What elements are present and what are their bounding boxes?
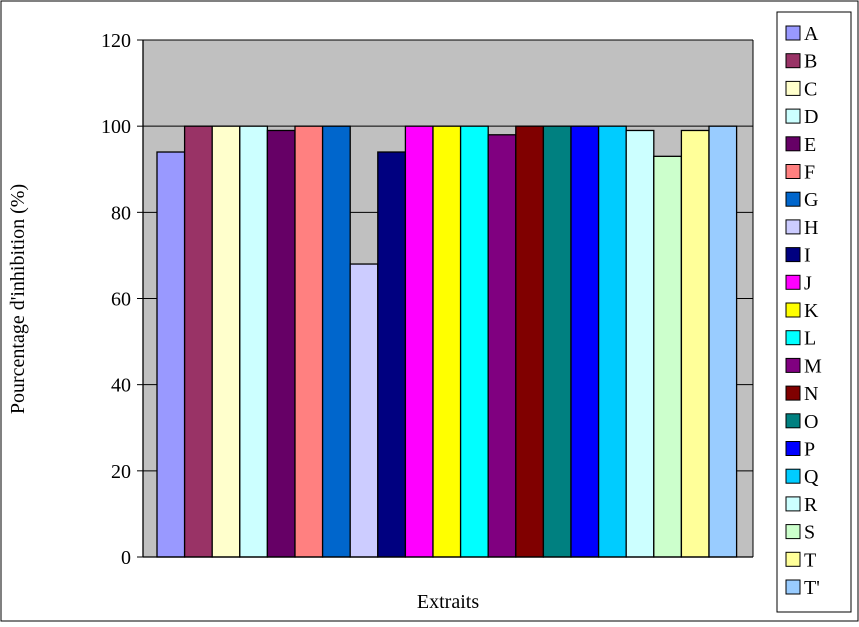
legend-swatch: [785, 496, 801, 512]
legend-label: F: [804, 162, 815, 184]
bar-m: [487, 134, 517, 558]
legend-swatch: [785, 191, 801, 207]
y-tick-label: 120: [101, 30, 131, 52]
bar-i: [377, 151, 407, 558]
y-tick-label: 0: [121, 547, 131, 569]
legend-label: B: [804, 51, 817, 73]
legend-label: A: [804, 23, 819, 45]
legend-swatch: [785, 164, 801, 179]
legend-label: G: [804, 189, 818, 211]
legend-swatch: [785, 413, 801, 429]
legend-label: J: [804, 272, 812, 294]
legend-label: O: [804, 411, 818, 433]
legend-swatch: [785, 302, 801, 318]
legend-label: P: [804, 439, 815, 461]
legend-swatch: [785, 136, 801, 152]
legend-swatch: [785, 274, 801, 290]
legend-swatch: [785, 579, 801, 595]
bar-p: [570, 125, 600, 558]
legend-label: C: [804, 78, 817, 100]
bar-d: [239, 125, 269, 558]
y-tick-label: 100: [101, 116, 131, 138]
legend-label: I: [804, 245, 811, 267]
legend-label: R: [804, 494, 818, 516]
bar-q: [597, 125, 627, 558]
legend-swatch: [785, 53, 801, 69]
legend-swatch: [785, 385, 801, 401]
legend-swatch: [785, 80, 801, 96]
bar-b: [183, 125, 213, 558]
legend-label: K: [804, 300, 819, 322]
legend-label: D: [804, 106, 818, 128]
y-axis-ticks: 0 20 40 60 80 100 120: [101, 30, 143, 569]
bar-s: [653, 155, 683, 558]
bar-c: [211, 125, 241, 558]
bar-n: [515, 125, 545, 558]
x-axis-label: Extraits: [417, 591, 479, 613]
y-tick-label: 20: [111, 461, 131, 483]
legend-label: S: [804, 522, 815, 544]
y-tick-label: 40: [111, 375, 131, 397]
legend-swatch: [785, 330, 801, 346]
legend-swatch: [785, 357, 801, 373]
legend-label: H: [804, 217, 818, 239]
bar-f: [294, 125, 324, 558]
legend-swatch: [785, 247, 801, 263]
legend-label: M: [804, 355, 822, 377]
legend-swatch: [785, 524, 801, 540]
bar-h: [349, 263, 379, 558]
legend-label: T: [804, 549, 816, 571]
legend-swatch: [785, 441, 801, 456]
legend-label: T': [804, 577, 820, 599]
legend-swatch: [785, 25, 801, 41]
y-axis-label: Pourcentage d'inhibition (%): [7, 184, 29, 414]
legend-label: L: [804, 328, 816, 350]
legend-swatch: [785, 551, 801, 567]
bar-r: [625, 129, 655, 558]
legend-swatch: [785, 108, 801, 124]
bar-g: [321, 125, 351, 558]
y-tick-label: 80: [111, 202, 131, 224]
bar-o: [542, 125, 572, 558]
bars: [156, 125, 738, 558]
bar-e: [266, 129, 296, 558]
bar-a: [156, 151, 186, 558]
bar-j: [404, 125, 434, 558]
y-tick-label: 60: [111, 289, 131, 311]
legend-swatch: [785, 468, 801, 484]
bar-tprime: [708, 125, 738, 558]
bar-t: [680, 129, 710, 558]
legend-label: E: [804, 134, 816, 156]
bar-k: [432, 125, 462, 558]
bar-l: [459, 125, 489, 558]
legend-swatch: [785, 219, 801, 235]
legend-label: Q: [804, 466, 819, 488]
legend-label: N: [804, 383, 818, 405]
